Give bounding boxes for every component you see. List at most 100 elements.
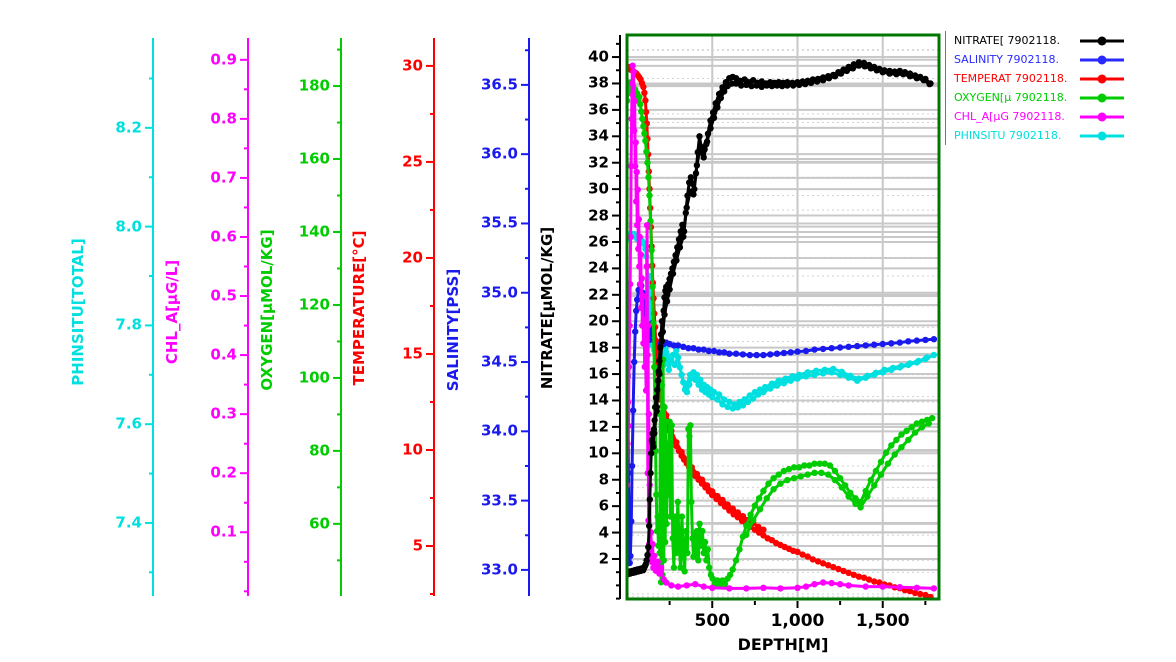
legend-item[interactable]: PHINSITU 7902118. <box>954 126 1128 145</box>
series-oxygen <box>743 420 932 538</box>
data-point-marker <box>804 471 811 478</box>
data-point-marker <box>661 403 668 411</box>
y-tick-label-nitrate: 8 <box>598 470 609 489</box>
legend-marker-icon <box>1080 93 1124 102</box>
data-point-marker <box>913 337 920 344</box>
y-tick-label-temperature: 10 <box>402 440 423 459</box>
y-axis-title-salinity: SALINITY[PSS] <box>444 268 462 392</box>
y-tick-label-oxygen: 120 <box>298 295 330 314</box>
data-point-marker <box>773 82 781 89</box>
y-tick-label-phinsitu: 7.8 <box>115 315 142 334</box>
data-point-marker <box>633 168 640 176</box>
data-point-marker <box>753 82 760 89</box>
data-point-marker <box>628 80 636 87</box>
data-point-marker <box>819 579 827 586</box>
data-point-marker <box>697 143 704 151</box>
data-point-marker <box>637 251 644 258</box>
legend-item[interactable]: OXYGEN[µ 7902118. <box>954 88 1128 107</box>
data-point-marker <box>777 480 784 487</box>
data-point-marker <box>819 345 827 353</box>
data-point-marker <box>643 148 650 155</box>
y-tick-label-chl: 0.2 <box>210 463 237 482</box>
data-point-marker <box>678 513 686 520</box>
data-point-marker <box>831 467 839 475</box>
legend-item[interactable]: CHL_A[µG 7902118. <box>954 107 1128 126</box>
x-tick-label: 1,500 <box>855 611 910 631</box>
data-point-marker <box>760 351 767 359</box>
data-point-marker <box>642 137 649 144</box>
data-point-marker <box>777 585 784 592</box>
data-point-marker <box>743 81 750 89</box>
data-point-marker <box>627 552 634 560</box>
data-point-marker <box>893 436 900 444</box>
data-point-marker <box>819 77 827 84</box>
data-point-marker <box>714 396 721 403</box>
data-point-marker <box>640 123 647 130</box>
data-point-marker <box>656 370 663 378</box>
series-line <box>744 422 930 536</box>
y-tick-label-nitrate: 26 <box>588 232 609 251</box>
data-point-marker <box>726 571 734 579</box>
data-point-marker <box>872 467 880 475</box>
data-point-marker <box>682 527 690 535</box>
data-point-marker <box>837 70 845 77</box>
y-axis-title-chl: CHL_A[µG/L] <box>163 259 181 365</box>
y-tick-label-chl: 0.6 <box>210 227 237 246</box>
data-point-marker <box>719 401 726 408</box>
data-point-marker <box>736 398 743 406</box>
data-point-marker <box>669 535 676 542</box>
data-point-marker <box>656 570 663 577</box>
data-point-marker <box>906 73 914 80</box>
y-tick-label-nitrate: 38 <box>588 73 609 92</box>
y-tick-label-nitrate: 24 <box>588 258 609 277</box>
data-point-marker <box>871 482 878 489</box>
data-point-marker <box>877 471 885 478</box>
data-point-marker <box>731 401 738 408</box>
data-point-marker <box>879 340 886 348</box>
data-point-marker <box>790 464 798 471</box>
data-point-marker <box>693 470 701 478</box>
data-point-marker <box>655 542 662 549</box>
legend-item[interactable]: NITRATE[ 7902118. <box>954 31 1128 50</box>
data-point-marker <box>802 583 810 590</box>
data-point-marker <box>648 450 655 457</box>
data-point-marker <box>746 351 753 359</box>
data-point-marker <box>918 418 926 425</box>
y-tick-label-nitrate: 6 <box>598 496 609 515</box>
y-tick-label-chl: 0.7 <box>210 168 237 187</box>
legend-marker-icon <box>1080 112 1124 121</box>
data-point-marker <box>638 275 645 282</box>
data-point-marker <box>778 82 786 90</box>
data-point-marker <box>674 342 682 349</box>
data-point-marker <box>770 486 777 493</box>
data-point-marker <box>646 496 653 503</box>
data-point-marker <box>852 500 859 507</box>
data-point-marker <box>726 585 733 592</box>
data-point-marker <box>664 440 671 447</box>
data-point-marker <box>845 569 852 577</box>
series-nitrate <box>649 62 933 446</box>
data-point-marker <box>703 482 711 489</box>
data-point-marker <box>665 366 672 373</box>
data-point-marker <box>750 517 757 524</box>
data-point-marker <box>930 351 938 359</box>
y-tick-label-chl: 0.3 <box>210 404 237 423</box>
data-point-marker <box>669 270 677 277</box>
y-axis-oxygen <box>333 38 342 596</box>
data-point-marker <box>917 590 924 598</box>
legend-marker-icon <box>1080 74 1124 83</box>
legend-item[interactable]: SALINITY 7902118. <box>954 50 1128 69</box>
data-point-marker <box>782 375 789 382</box>
y-tick-label-chl: 0.1 <box>210 522 237 541</box>
data-point-marker <box>639 322 646 329</box>
data-point-marker <box>862 342 869 349</box>
data-point-marker <box>806 462 813 469</box>
data-point-marker <box>816 460 823 467</box>
data-point-marker <box>663 520 670 527</box>
y-tick-label-oxygen: 180 <box>298 76 330 95</box>
data-point-marker <box>653 403 660 411</box>
data-point-marker <box>906 587 914 595</box>
legend-item[interactable]: TEMPERAT 7902118. <box>954 69 1128 88</box>
x-tick-label: 1,000 <box>770 611 825 631</box>
